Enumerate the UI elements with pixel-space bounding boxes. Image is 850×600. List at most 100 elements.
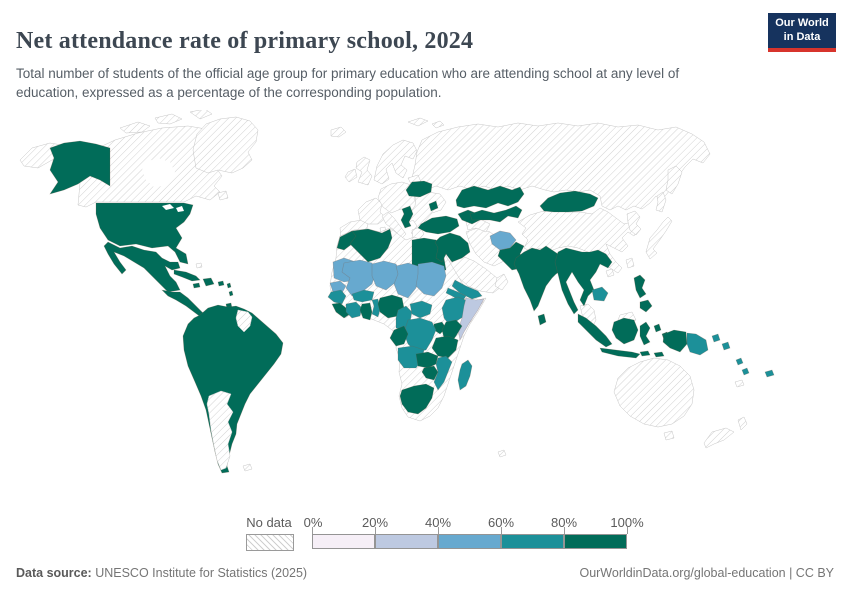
country-taiwan[interactable] [625, 257, 635, 269]
country-jamaica[interactable] [192, 282, 201, 289]
png-islands[interactable] [711, 333, 721, 343]
country-australia[interactable] [613, 357, 695, 428]
country-hainan[interactable] [605, 268, 615, 278]
country-iceland[interactable] [330, 126, 347, 138]
country-turkey[interactable] [417, 215, 460, 235]
canada-arctic-island[interactable] [154, 113, 183, 125]
country-italy[interactable] [381, 211, 407, 239]
country-south-africa[interactable] [399, 383, 435, 415]
indonesia-west-papua[interactable] [662, 329, 688, 353]
legend-tick [375, 527, 376, 534]
country-madagascar[interactable] [457, 359, 473, 391]
lesser-antilles[interactable] [228, 290, 234, 297]
great-lakes [162, 204, 174, 210]
indonesia-lesser-sunda[interactable] [653, 351, 665, 358]
indonesia-maluku[interactable] [653, 323, 662, 333]
country-vanuatu[interactable] [735, 357, 744, 366]
country-kazakhstan[interactable] [455, 185, 525, 209]
bahamas-islands[interactable] [195, 262, 203, 269]
svalbard-island[interactable] [407, 117, 429, 127]
canada-arctic-island[interactable] [189, 108, 213, 120]
svalbard-island[interactable] [431, 120, 445, 129]
country-solomon-islands[interactable] [721, 341, 731, 351]
country-hispaniola[interactable] [202, 277, 215, 287]
country-united-kingdom[interactable] [355, 156, 373, 186]
country-russia-kamchatka[interactable] [665, 165, 683, 195]
region-malawi-mozambique[interactable] [433, 355, 453, 391]
country-malaysia-peninsular[interactable] [579, 303, 597, 329]
country-senegal[interactable] [329, 280, 347, 294]
country-belarus[interactable] [405, 180, 433, 198]
country-zimbabwe[interactable] [421, 365, 439, 381]
country-cambodia[interactable] [591, 286, 609, 302]
legend-tick-label-100: 100% [610, 515, 644, 530]
philippines-luzon[interactable] [633, 274, 647, 299]
region-scandinavia[interactable] [373, 139, 418, 185]
country-sri-lanka[interactable] [537, 313, 547, 326]
region-gabon-congo[interactable] [389, 325, 409, 347]
region-togo-benin[interactable] [371, 298, 381, 318]
legend-no-data-swatch[interactable] [246, 534, 294, 551]
indonesia-java[interactable] [599, 347, 641, 359]
country-fiji[interactable] [764, 369, 775, 378]
country-oman[interactable] [494, 273, 509, 291]
legend-band-40-60[interactable] [438, 534, 501, 549]
country-guinea[interactable] [327, 289, 347, 305]
region-central-america[interactable] [161, 289, 207, 319]
country-france[interactable] [357, 197, 387, 225]
indonesia-kalimantan[interactable] [611, 317, 639, 345]
owid-url-link[interactable]: OurWorldinData.org/global-education | CC… [579, 566, 834, 580]
region-guyanas[interactable] [235, 309, 253, 333]
country-new-zealand-south[interactable] [703, 427, 735, 449]
indonesia-sumatra[interactable] [577, 313, 613, 348]
country-vanuatu[interactable] [741, 367, 750, 376]
legend-band-20-40[interactable] [375, 534, 438, 549]
country-cote-divoire[interactable] [345, 301, 363, 319]
canada-newfoundland[interactable] [217, 190, 229, 201]
southern-island[interactable] [497, 449, 507, 458]
region-south-america[interactable] [182, 304, 284, 474]
country-yemen[interactable] [451, 279, 483, 300]
country-russia-sakhalin[interactable] [655, 191, 667, 213]
country-moldova[interactable] [428, 200, 439, 212]
country-mongolia[interactable] [539, 190, 599, 213]
country-ghana[interactable] [359, 302, 373, 321]
region-syria-iraq-jordan[interactable] [434, 232, 471, 263]
owid-logo[interactable]: Our World in Data [768, 13, 836, 52]
indonesia-sulawesi[interactable] [639, 321, 651, 346]
philippines-mindanao[interactable] [639, 299, 653, 313]
region-serbia-north-macedonia[interactable] [400, 205, 414, 229]
country-cuba[interactable] [173, 269, 201, 282]
country-argentina[interactable] [206, 390, 234, 471]
country-new-zealand-north[interactable] [737, 416, 748, 431]
country-ireland[interactable] [344, 168, 358, 183]
country-afghanistan[interactable] [489, 230, 517, 251]
falkland-islands[interactable] [242, 463, 253, 472]
region-uzbekistan-kyrgyzstan-tajikistan[interactable] [469, 205, 523, 223]
country-greenland[interactable] [192, 116, 259, 174]
country-japan[interactable] [645, 216, 673, 260]
legend-band-80-100[interactable] [564, 534, 627, 549]
country-chad[interactable] [393, 262, 421, 299]
region-korea[interactable] [626, 210, 642, 236]
country-algeria[interactable] [349, 228, 393, 263]
country-new-caledonia[interactable] [734, 379, 745, 388]
country-somalia[interactable] [457, 297, 485, 341]
region-mainland-southeast-asia[interactable] [554, 247, 613, 315]
legend-band-0-20[interactable] [312, 534, 375, 549]
region-alaska-us[interactable] [49, 140, 111, 195]
canada-arctic-island[interactable] [119, 121, 151, 134]
lesser-antilles[interactable] [226, 282, 232, 289]
country-sudan[interactable] [415, 261, 447, 297]
chart-subtitle: Total number of students of the official… [16, 65, 680, 101]
country-mexico[interactable] [103, 241, 181, 293]
country-india[interactable] [513, 245, 567, 312]
australia-tasmania[interactable] [663, 430, 675, 441]
indonesia-lesser-sunda[interactable] [639, 350, 651, 357]
country-united-states[interactable] [95, 202, 194, 265]
country-papua-new-guinea[interactable] [686, 332, 709, 356]
legend-band-60-80[interactable] [501, 534, 564, 549]
country-puerto-rico[interactable] [217, 280, 225, 287]
country-central-african-republic[interactable] [409, 300, 433, 319]
country-tanzania[interactable] [431, 335, 459, 359]
